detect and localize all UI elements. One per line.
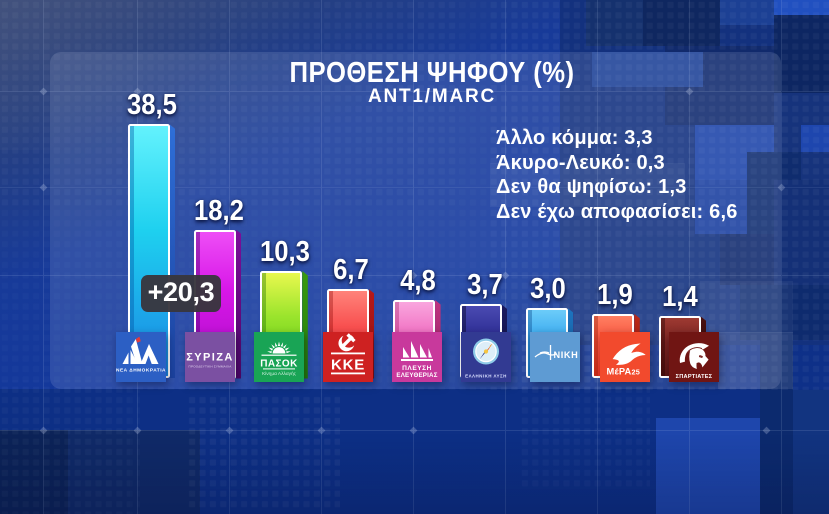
- svg-text:ΠΑΣΟΚ: ΠΑΣΟΚ: [260, 359, 298, 370]
- svg-text:ΚΚΕ: ΚΚΕ: [331, 357, 365, 374]
- svg-text:ΠΛΕΥΣΗ: ΠΛΕΥΣΗ: [402, 365, 432, 372]
- svg-text:ΕΛΕΥΘΕΡΙΑΣ: ΕΛΕΥΘΕΡΙΑΣ: [397, 372, 438, 379]
- svg-text:ΣΥΡΙΖΑ: ΣΥΡΙΖΑ: [186, 352, 233, 364]
- svg-text:ΕΛΛΗΝΙΚΗ ΛΥΣΗ: ΕΛΛΗΝΙΚΗ ΛΥΣΗ: [465, 373, 507, 378]
- svg-text:ΠΡΟΟΔΕΥΤΙΚΗ ΣΥΜΜΑΧΙΑ: ΠΡΟΟΔΕΥΤΙΚΗ ΣΥΜΜΑΧΙΑ: [188, 365, 232, 369]
- svg-text:ΝΕΑ ΔΗΜΟΚΡΑΤΙΑ: ΝΕΑ ΔΗΜΟΚΡΑΤΙΑ: [116, 368, 166, 374]
- svg-text:ΣΠΑΡΤΙΑΤΕΣ: ΣΠΑΡΤΙΑΤΕΣ: [675, 374, 712, 380]
- svg-text:Κίνημα Αλλαγής: Κίνημα Αλλαγής: [262, 370, 297, 377]
- svg-text:ΝΙΚΗ: ΝΙΚΗ: [554, 350, 579, 360]
